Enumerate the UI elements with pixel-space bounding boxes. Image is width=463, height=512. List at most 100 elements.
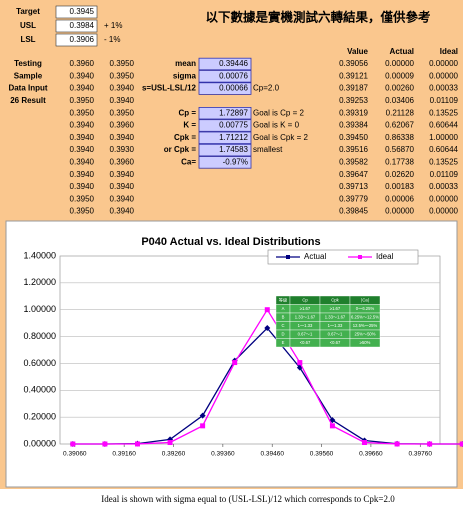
table-cell: 0.01109: [430, 170, 459, 179]
table-cell: 0.60644: [429, 121, 458, 130]
table-cell: 0.00009: [385, 71, 414, 80]
sample-value: 0.3940: [70, 71, 95, 80]
table-cell: 0.56870: [385, 145, 414, 154]
grade-value: 1～1.33: [298, 323, 313, 328]
sample-value: 0.3950: [70, 96, 95, 105]
y-tick-label: 1.20000: [23, 277, 56, 287]
grade-value: 1.33～1.67: [325, 314, 346, 319]
table-cell: 0.39582: [339, 158, 368, 167]
sample-value: 0.3960: [110, 121, 135, 130]
stat-value: 0.00775: [219, 121, 248, 130]
sample-value: 0.3940: [110, 194, 135, 203]
sample-value: 0.3940: [70, 182, 95, 191]
legend-box: [267, 249, 419, 265]
point: [297, 360, 303, 366]
sample-value: 0.3960: [110, 158, 135, 167]
spec-value: 0.3984: [70, 21, 95, 30]
stat-label: K =: [183, 121, 196, 130]
sample-value: 0.3940: [70, 133, 95, 142]
grade-value: ≥1.67: [300, 306, 311, 311]
stat-label: Cpk =: [174, 133, 196, 142]
sample-value: 0.3930: [110, 145, 135, 154]
x-tick-label: 0.39460: [260, 451, 284, 458]
stat-note: Goal is Cpk = 2: [253, 133, 308, 142]
spec-note: - 1%: [104, 35, 120, 44]
table-cell: 0.00006: [385, 194, 414, 203]
stat-cell: [198, 70, 252, 83]
table-cell: 0.00000: [429, 207, 458, 216]
stat-cell: [198, 82, 252, 95]
stat-cell: [198, 143, 252, 157]
point: [264, 307, 270, 313]
stat-cell: [198, 131, 252, 145]
spec-note: + 1%: [104, 21, 122, 30]
stat-note: smallest: [253, 145, 283, 154]
point: [134, 441, 140, 447]
grade-header: |Ca|: [361, 297, 369, 302]
sample-value: 0.3940: [70, 158, 95, 167]
grade-value: 0.67～1: [298, 331, 313, 336]
grade-value: 0.67～1: [328, 331, 343, 336]
stat-label: or Cpk =: [164, 145, 197, 154]
stat-cell: [198, 107, 252, 120]
grade-value: <0.67: [330, 340, 341, 345]
table-cell: 0.39516: [339, 145, 368, 154]
row-label: Sample: [14, 71, 43, 80]
grade-value: A: [282, 306, 285, 311]
point: [200, 423, 206, 429]
x-tick-label: 0.39660: [359, 451, 383, 458]
spec-value: 0.3945: [70, 7, 95, 16]
point: [167, 440, 173, 446]
stat-cell: [198, 57, 252, 71]
table-cell: 0.17738: [385, 158, 414, 167]
table-cell: 0.13525: [429, 108, 458, 117]
table-cell: 0.39384: [339, 121, 368, 130]
spec-label: USL: [20, 21, 36, 30]
sample-value: 0.3940: [70, 121, 95, 130]
row-label: Data Input: [8, 84, 47, 93]
y-tick-label: 0.60000: [23, 358, 56, 368]
table-cell: 0.39253: [339, 96, 368, 105]
point: [102, 441, 108, 447]
grade-value: B: [282, 314, 285, 319]
grade-value: E: [282, 340, 285, 345]
grade-value: ≥1.67: [330, 306, 341, 311]
table-cell: 0.39779: [339, 194, 368, 203]
table-cell: 1.00000: [429, 133, 458, 142]
table-header: Ideal: [440, 47, 458, 56]
plot-area: [59, 255, 441, 445]
spec-label: Target: [16, 7, 40, 16]
grade-value: C: [281, 323, 284, 328]
table-cell: 0.39713: [339, 182, 368, 191]
table-header: Value: [347, 47, 368, 56]
table-cell: 0.00000: [429, 59, 458, 68]
table-cell: 0.39647: [339, 170, 368, 179]
legend-marker: [286, 255, 290, 259]
table-cell: 0.60644: [429, 145, 458, 154]
stat-note: Cp=2.0: [253, 84, 280, 93]
sample-value: 0.3950: [110, 71, 135, 80]
table-cell: 0.39319: [339, 108, 368, 117]
table-cell: 0.00183: [385, 182, 414, 191]
sample-value: 0.3950: [70, 194, 95, 203]
sample-value: 0.3940: [70, 84, 95, 93]
table-cell: 0.00000: [385, 207, 414, 216]
table-cell: 0.03406: [385, 96, 414, 105]
stat-value: -0.97%: [223, 158, 248, 167]
grade-cell: [349, 338, 381, 348]
sample-value: 0.3940: [110, 84, 135, 93]
table-cell: 0.00000: [429, 194, 458, 203]
table-cell: 0.86338: [385, 133, 414, 142]
sample-value: 0.3940: [70, 145, 95, 154]
stat-note: Goal is Cp = 2: [253, 108, 304, 117]
x-tick-label: 0.39160: [112, 451, 136, 458]
stat-label: s=USL-LSL/12: [142, 84, 197, 93]
grade-value: ≥50%: [360, 340, 371, 345]
table-cell: 0.13525: [429, 158, 458, 167]
table-cell: 0.02620: [385, 170, 414, 179]
y-tick-label: 0.80000: [23, 331, 56, 341]
sample-value: 0.3940: [110, 96, 135, 105]
legend-label: Ideal: [376, 252, 394, 261]
table-cell: 0.39056: [339, 59, 368, 68]
footer: Ideal is shown with sigma equal to (USL-…: [101, 494, 395, 504]
